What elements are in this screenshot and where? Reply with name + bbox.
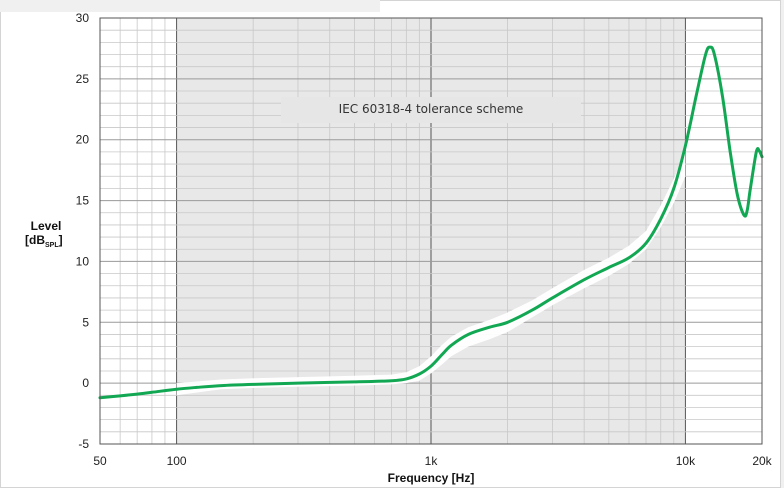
y-unit-sub: SPL xyxy=(45,242,59,249)
y-tick-label: 10 xyxy=(76,254,90,268)
y-axis-label: Level [dBSPL] xyxy=(25,219,63,249)
top-strip xyxy=(0,0,380,12)
y-tick-label: -5 xyxy=(78,437,89,451)
x-tick-label: 100 xyxy=(167,454,187,468)
x-tick-label: 10k xyxy=(676,454,696,468)
annotation-text: IEC 60318-4 tolerance scheme xyxy=(339,102,524,116)
y-unit-open: [dB xyxy=(25,233,45,247)
tolerance-band xyxy=(176,151,686,396)
y-tick-label: 20 xyxy=(76,133,90,147)
y-tick-label: 0 xyxy=(82,376,89,390)
x-tick-label: 1k xyxy=(425,454,439,468)
annotation-layer: IEC 60318-4 tolerance scheme xyxy=(281,97,581,123)
y-tick-label: 25 xyxy=(76,72,90,86)
response-curve xyxy=(98,45,764,400)
y-tick-label: 15 xyxy=(76,194,90,208)
x-tick-label: 50 xyxy=(93,454,107,468)
y-tick-label: 30 xyxy=(76,11,90,25)
x-tick-label: 20k xyxy=(752,454,772,468)
x-tick-labels: 50 100 1k 10k 20k xyxy=(93,454,772,468)
plot-frame xyxy=(99,17,763,445)
annotation-box xyxy=(281,97,581,123)
x-axis-label: Frequency [Hz] xyxy=(388,471,475,485)
y-axis-label-main: Level xyxy=(31,219,62,233)
y-axis-label-unit: [dBSPL] xyxy=(25,233,63,249)
tolerance-layer xyxy=(176,151,686,396)
y-unit-close: ] xyxy=(59,233,63,247)
y-tick-label: 5 xyxy=(82,315,89,329)
y-tick-labels: -5 0 5 10 15 20 25 30 xyxy=(76,11,90,451)
curve-layer xyxy=(98,45,764,400)
